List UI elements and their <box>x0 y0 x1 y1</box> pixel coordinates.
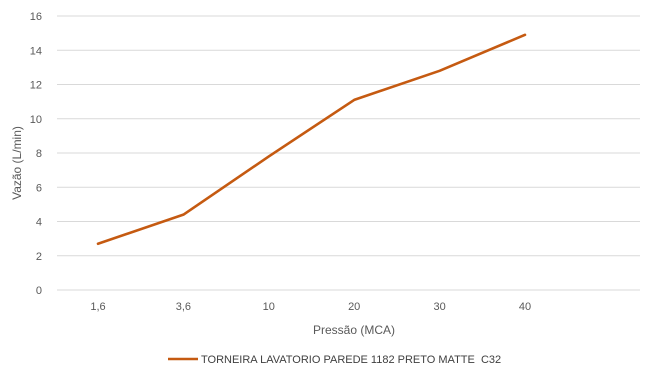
series-line <box>96 33 527 246</box>
series-lines <box>96 33 527 246</box>
x-tick-label: 10 <box>263 301 275 313</box>
x-axis-ticks: 1,6 3,6 10 20 30 40 <box>90 301 531 313</box>
gridlines <box>57 15 640 291</box>
y-tick-label: 10 <box>30 114 42 126</box>
legend: TORNEIRA LAVATORIO PAREDE 1182 PRETO MAT… <box>168 354 501 366</box>
x-tick-label: 3,6 <box>176 301 191 313</box>
y-tick-label: 0 <box>36 285 42 297</box>
x-tick-label: 30 <box>433 301 445 313</box>
y-tick-label: 8 <box>36 148 42 160</box>
y-tick-label: 14 <box>30 45 42 57</box>
y-axis-ticks: 0 2 4 6 8 10 12 14 16 <box>30 11 42 297</box>
x-tick-label: 20 <box>348 301 360 313</box>
y-tick-label: 4 <box>36 217 42 229</box>
y-tick-label: 2 <box>36 251 42 263</box>
x-tick-label: 40 <box>519 301 531 313</box>
x-tick-label: 1,6 <box>90 301 105 313</box>
y-tick-label: 16 <box>30 11 42 23</box>
x-axis-title: Pressão (MCA) <box>313 323 395 337</box>
y-axis-title: Vazão (L/min) <box>10 126 24 200</box>
y-tick-label: 12 <box>30 80 42 92</box>
y-tick-label: 6 <box>36 182 42 194</box>
legend-label: TORNEIRA LAVATORIO PAREDE 1182 PRETO MAT… <box>201 354 501 366</box>
